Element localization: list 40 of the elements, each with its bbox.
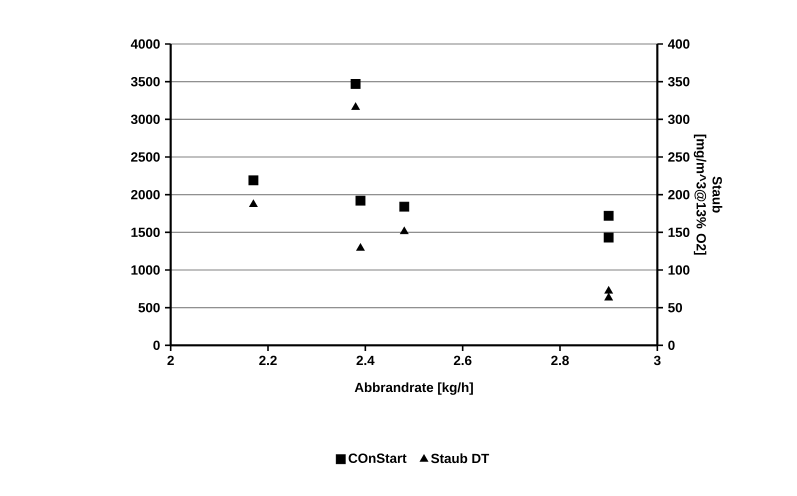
y2-tick-label: 350 [668, 76, 690, 86]
y2-tick-label: 250 [668, 152, 690, 162]
x-tick-label: 2.6 [454, 356, 472, 366]
point [249, 200, 258, 208]
y2-tick-label: 150 [668, 228, 690, 238]
y-tick-label: 2000 [131, 190, 160, 200]
x-tick-label: 2.8 [551, 356, 569, 366]
y2-tick-label: 400 [668, 39, 690, 49]
y2-tick-label: 100 [668, 265, 690, 275]
x-tick-label: 2.4 [356, 356, 375, 366]
y-tick-label: 1500 [131, 228, 160, 238]
y-tick-label: 2500 [131, 152, 160, 162]
point [350, 78, 361, 89]
y2-tick-label: 0 [668, 340, 675, 350]
point [399, 202, 410, 212]
legend-label: COnStart [348, 454, 406, 463]
x-tick-label: 2 [167, 356, 174, 366]
y2-tick-label: 300 [668, 114, 690, 124]
point [604, 210, 614, 221]
y-tick-label: 4000 [130, 39, 160, 49]
y2-axis-title: Staub [mg/m^3@13% O2] [694, 134, 722, 255]
y-tick-label: 1000 [131, 265, 160, 275]
x-tick-label: 3 [654, 356, 661, 366]
point [356, 196, 366, 206]
point [400, 226, 409, 234]
legend-label: Staub DT [431, 453, 490, 464]
y2-tick-label: 200 [668, 190, 690, 200]
point [248, 175, 258, 186]
x-axis-title: Abbrandrate [kg/h] [354, 382, 473, 395]
x-tick-label: 2.2 [259, 356, 277, 366]
point [356, 243, 365, 251]
y2-tick-label: 50 [668, 302, 682, 312]
y-tick-label: 3000 [130, 114, 160, 124]
point [604, 232, 614, 243]
y-tick-label: 500 [138, 302, 160, 312]
point [351, 102, 360, 110]
point [604, 292, 613, 300]
point [604, 286, 613, 294]
y-tick-label: 3500 [130, 76, 160, 86]
y-tick-label: 0 [153, 340, 160, 350]
